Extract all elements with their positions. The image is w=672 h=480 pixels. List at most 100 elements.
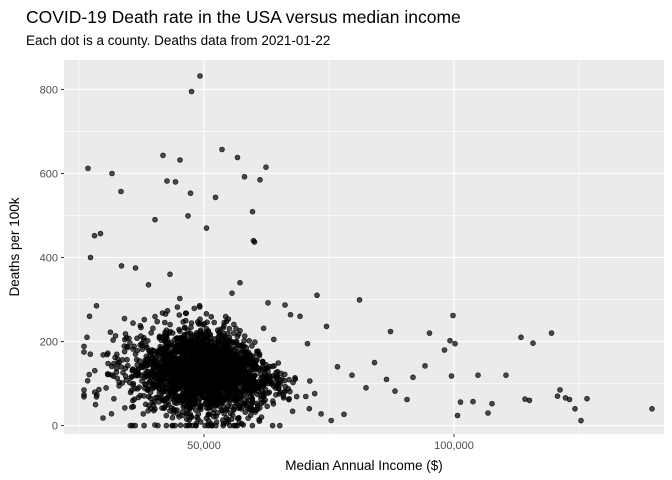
data-point (176, 364, 183, 371)
data-point (191, 344, 197, 350)
data-point (222, 313, 229, 320)
data-point (302, 393, 309, 400)
data-point (649, 405, 655, 412)
x-axis-title: Median Annual Income ($) (285, 458, 443, 473)
data-point (447, 337, 453, 344)
data-point (208, 399, 214, 406)
data-point (176, 312, 183, 318)
data-point (235, 342, 241, 349)
data-point (276, 422, 283, 429)
data-point (485, 410, 491, 416)
data-point (169, 414, 176, 421)
data-point (111, 395, 117, 402)
data-point (105, 360, 111, 367)
data-point (177, 342, 184, 349)
data-point (121, 315, 128, 322)
data-point (246, 337, 252, 344)
data-point (454, 412, 461, 419)
data-point (183, 390, 190, 396)
data-point (110, 337, 116, 343)
data-point (260, 360, 266, 366)
data-point (198, 383, 205, 390)
data-point (152, 372, 159, 378)
data-point (149, 349, 155, 356)
data-point (281, 377, 288, 384)
data-point (252, 339, 258, 345)
data-point (84, 334, 90, 341)
data-point (287, 311, 294, 318)
data-point (148, 361, 155, 368)
data-point (518, 334, 524, 341)
data-point (211, 343, 217, 350)
data-point (251, 239, 258, 245)
data-point (167, 271, 173, 278)
data-point (234, 352, 241, 359)
data-point (177, 422, 184, 429)
data-point (181, 331, 188, 338)
data-point (204, 351, 210, 358)
data-point (227, 358, 233, 364)
data-point (176, 377, 182, 384)
data-point (221, 358, 227, 365)
data-point (311, 390, 318, 397)
data-point (218, 351, 225, 358)
data-point (141, 316, 148, 323)
data-point (81, 387, 87, 393)
data-point (241, 174, 248, 180)
data-point (254, 348, 260, 355)
data-point (122, 405, 128, 411)
data-point (136, 384, 143, 391)
data-point (584, 395, 590, 402)
data-point (128, 387, 135, 394)
data-point (103, 385, 109, 391)
data-point (215, 355, 222, 362)
data-point (387, 328, 394, 335)
data-point (181, 402, 188, 408)
data-point (205, 375, 211, 381)
data-point (192, 407, 199, 413)
data-point (272, 385, 279, 392)
data-point (183, 339, 190, 346)
data-point (356, 297, 363, 303)
data-point (152, 216, 158, 223)
data-point (203, 367, 209, 373)
data-point (265, 300, 271, 306)
data-point (306, 405, 313, 412)
data-point (203, 344, 209, 351)
data-point (249, 422, 256, 429)
data-point (227, 382, 234, 388)
data-point (297, 313, 303, 320)
data-point (197, 320, 203, 327)
data-point (256, 352, 263, 359)
data-point (162, 319, 168, 326)
data-point (237, 377, 244, 384)
data-point (132, 265, 139, 271)
data-point (448, 373, 455, 379)
data-point (334, 363, 341, 370)
data-point (548, 330, 555, 336)
data-point (226, 325, 233, 332)
data-point (270, 400, 277, 407)
data-point (314, 292, 320, 299)
data-point (341, 411, 347, 418)
data-point (250, 353, 256, 360)
data-point (198, 390, 204, 397)
data-point (133, 356, 140, 363)
data-point (227, 370, 233, 377)
data-point (199, 361, 205, 367)
data-point (188, 336, 194, 342)
data-point (212, 194, 219, 201)
y-axis-title: Deaths per 100k (7, 197, 22, 296)
data-point (203, 325, 210, 332)
data-point (87, 254, 94, 261)
data-point (304, 340, 311, 347)
data-point (235, 331, 242, 337)
data-point (191, 350, 197, 357)
data-point (171, 371, 177, 377)
data-point (204, 358, 210, 365)
data-point (231, 363, 238, 370)
data-point (253, 362, 259, 369)
data-point (249, 208, 256, 215)
data-point (239, 420, 245, 427)
data-point (214, 402, 221, 408)
